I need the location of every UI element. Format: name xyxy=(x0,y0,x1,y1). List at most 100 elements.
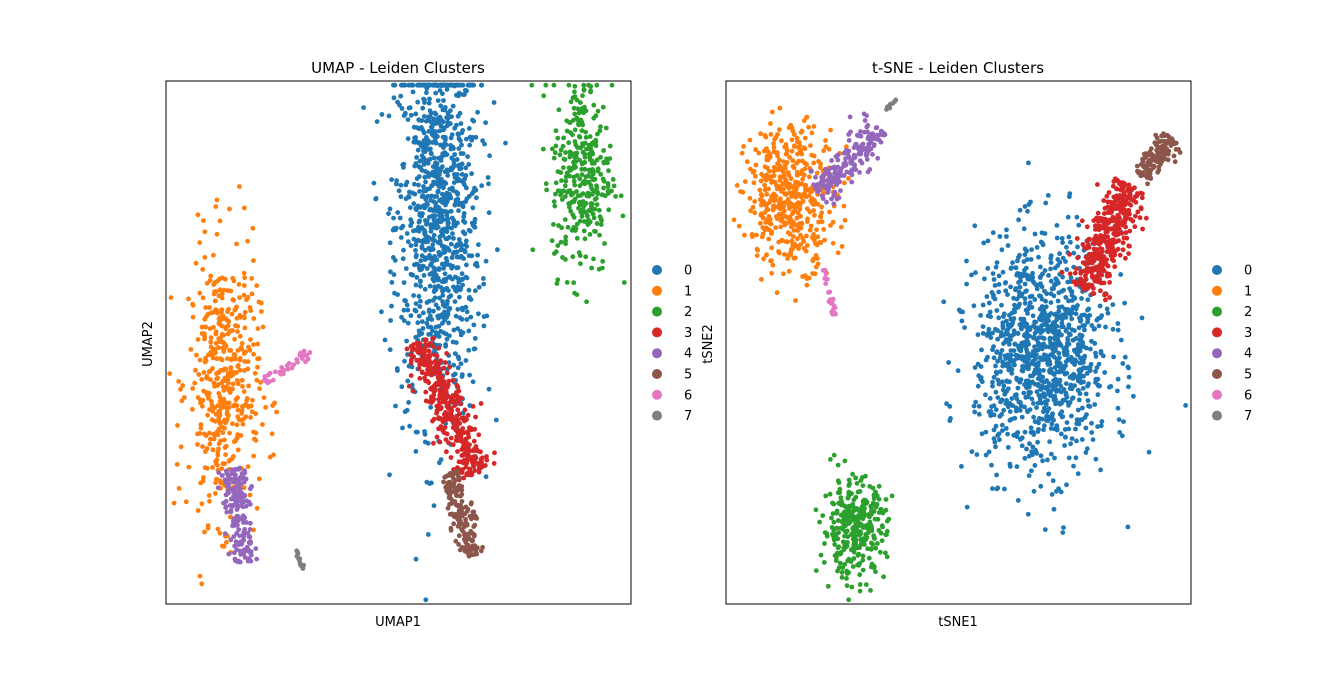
data-point xyxy=(232,543,238,549)
data-point xyxy=(736,223,742,229)
data-point xyxy=(842,540,848,546)
data-point xyxy=(421,162,427,167)
data-point xyxy=(1120,361,1126,366)
data-point xyxy=(553,191,558,197)
data-point xyxy=(427,207,433,213)
data-point xyxy=(465,154,470,160)
data-point xyxy=(298,350,303,356)
data-point xyxy=(980,324,986,329)
data-point xyxy=(1109,226,1114,232)
data-point xyxy=(459,172,465,177)
data-point xyxy=(426,114,431,120)
data-point xyxy=(1063,434,1068,440)
data-point xyxy=(1037,342,1043,347)
data-point xyxy=(228,328,234,334)
data-point xyxy=(1017,301,1022,307)
data-point xyxy=(238,345,244,350)
data-point xyxy=(1095,182,1100,187)
data-point xyxy=(994,260,1000,265)
data-point xyxy=(217,318,223,324)
data-point xyxy=(454,434,459,440)
data-point xyxy=(242,526,248,532)
data-point xyxy=(1079,312,1085,318)
data-point xyxy=(259,309,264,314)
data-point xyxy=(1048,260,1054,265)
data-point xyxy=(553,249,559,255)
data-point xyxy=(544,187,549,193)
data-point xyxy=(571,164,577,170)
data-point xyxy=(1062,427,1068,432)
data-point xyxy=(176,379,182,384)
data-point xyxy=(449,225,454,231)
data-point xyxy=(1095,376,1101,382)
data-point xyxy=(1139,195,1145,201)
data-point xyxy=(564,128,570,134)
data-point xyxy=(1133,213,1138,219)
data-point xyxy=(214,197,220,203)
data-point xyxy=(405,117,411,122)
data-point xyxy=(543,181,549,187)
data-point xyxy=(600,258,606,264)
data-point xyxy=(444,336,450,342)
data-point xyxy=(593,196,599,201)
data-point xyxy=(800,171,805,177)
data-point xyxy=(838,499,844,505)
tsne-cluster-1 xyxy=(731,105,851,303)
data-point xyxy=(1092,402,1098,407)
data-point xyxy=(478,401,484,406)
data-point xyxy=(420,193,426,198)
data-point xyxy=(1044,327,1050,332)
data-point xyxy=(1058,383,1064,389)
data-point xyxy=(230,386,235,392)
data-point xyxy=(1020,319,1026,324)
data-point xyxy=(1042,310,1047,316)
data-point xyxy=(459,487,465,493)
data-point xyxy=(1017,207,1023,213)
data-point xyxy=(487,153,492,159)
data-point xyxy=(1027,407,1033,412)
data-point xyxy=(439,208,445,214)
data-point xyxy=(798,242,803,248)
data-point xyxy=(406,400,411,405)
data-point xyxy=(996,289,1002,295)
data-point xyxy=(563,234,569,240)
data-point xyxy=(241,533,247,539)
data-point xyxy=(213,289,219,295)
data-point xyxy=(835,478,841,484)
data-point xyxy=(880,510,886,516)
data-point xyxy=(413,135,418,140)
data-point xyxy=(401,113,407,118)
data-point xyxy=(425,532,431,537)
data-point xyxy=(1076,348,1081,354)
data-point xyxy=(794,243,799,249)
data-point xyxy=(459,415,465,421)
data-point xyxy=(566,165,572,171)
data-point xyxy=(451,362,457,368)
data-point xyxy=(405,378,411,384)
data-point xyxy=(588,88,594,94)
data-point xyxy=(1080,386,1086,391)
data-point xyxy=(211,436,217,442)
data-point xyxy=(1067,286,1072,291)
data-point xyxy=(543,82,549,88)
data-point xyxy=(1111,237,1116,243)
data-point xyxy=(417,376,423,381)
data-point xyxy=(434,353,440,359)
data-point xyxy=(418,258,424,264)
data-point xyxy=(558,147,564,153)
data-point xyxy=(209,417,215,423)
data-point xyxy=(215,485,221,491)
data-point xyxy=(1017,343,1022,349)
data-point xyxy=(439,383,444,389)
data-point xyxy=(1125,524,1131,530)
data-point xyxy=(804,282,810,288)
data-point xyxy=(779,138,784,144)
data-point xyxy=(1004,389,1009,394)
data-point xyxy=(1053,347,1058,353)
umap-axes-frame xyxy=(165,80,632,605)
data-point xyxy=(435,165,440,171)
data-point xyxy=(994,472,999,478)
data-point xyxy=(1125,364,1131,370)
data-point xyxy=(454,249,460,255)
data-point xyxy=(222,425,228,431)
